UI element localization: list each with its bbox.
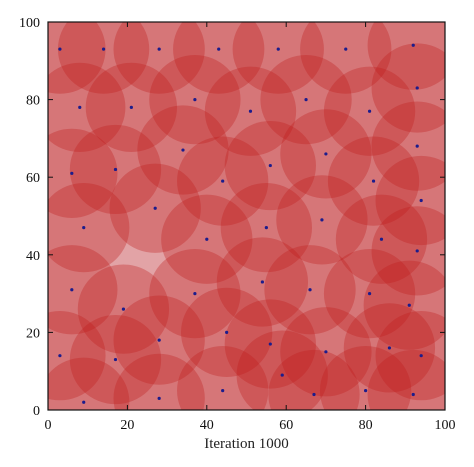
x-tick-label: 100 (435, 418, 456, 433)
x-axis: 0 20 40 60 80 100 (45, 22, 456, 433)
sensor-node-point (344, 47, 348, 51)
sensor-node-point (193, 292, 197, 296)
y-tick-label: 20 (26, 326, 40, 341)
sensor-node-point (221, 179, 225, 183)
coverage-disc (367, 22, 445, 90)
plot-frame (47, 21, 446, 411)
sensor-node-point (379, 237, 384, 241)
y-tick-label: 60 (26, 171, 40, 186)
sensor-node-point (312, 392, 316, 397)
sensor-node-point (217, 47, 221, 51)
sensor-node-point (205, 237, 209, 241)
sensor-node-point (324, 350, 328, 354)
x-tick-label: 40 (200, 418, 214, 433)
coverage-disc (319, 345, 412, 410)
sensor-node-point (101, 47, 106, 51)
x-axis-title: Iteration 1000 (204, 436, 289, 452)
coverage-disc (375, 311, 445, 401)
sensor-node-point (82, 226, 86, 230)
y-axis: 0 20 40 60 80 100 (19, 16, 445, 419)
coverage-disc (173, 22, 265, 94)
sensor-node-point (129, 105, 133, 109)
sensor-node-point (268, 163, 272, 168)
coverage-disc (232, 22, 324, 94)
x-tick-label: 20 (120, 418, 134, 433)
sensor-node-point (157, 338, 161, 342)
coverage-disc (375, 155, 445, 246)
sensor-node-point (82, 400, 86, 404)
y-tick-label: 100 (19, 16, 40, 31)
coverage-disc (236, 330, 328, 410)
sensor-node-point (367, 109, 372, 113)
coverage-disc (48, 128, 118, 218)
sensor-node-point (411, 43, 415, 47)
coverage-region (48, 22, 445, 410)
sensor-node-point (268, 342, 272, 346)
sensor-node-point (70, 171, 74, 175)
coverage-disc (371, 43, 445, 133)
coverage-disc (177, 345, 269, 410)
coverage-disc (48, 357, 130, 410)
coverage-disc (113, 353, 205, 410)
sensor-node-point (113, 357, 118, 362)
sensor-node-point (153, 206, 157, 210)
sensor-node-point (248, 109, 253, 113)
sensor-node-point (280, 373, 284, 377)
sensor-node-point (181, 148, 185, 152)
sensor-node-point (364, 389, 368, 393)
x-tick-label: 80 (359, 418, 373, 433)
y-tick-label: 40 (26, 249, 40, 264)
sensor-node-point (371, 179, 376, 183)
x-tick-label: 0 (45, 418, 52, 433)
sensor-node-point (264, 226, 268, 230)
coverage-disc (57, 22, 150, 94)
sensor-node-point (113, 167, 118, 172)
sensor-node-point (193, 98, 197, 102)
coverage-disc (363, 260, 445, 350)
sensor-node-point (387, 346, 392, 350)
x-tick-label: 60 (279, 418, 293, 433)
sensor-node-point (415, 249, 419, 253)
coverage-disc (367, 349, 445, 410)
sensor-node-point (415, 144, 419, 148)
y-tick-label: 0 (33, 404, 40, 419)
sensor-node-point (419, 354, 423, 358)
sensor-node-point (367, 292, 372, 296)
sensor-node-point (320, 218, 324, 222)
sensor-node-point (225, 330, 229, 334)
sensor-node-point (419, 198, 423, 203)
sensor-node-point (411, 392, 415, 397)
coverage-disc (113, 22, 205, 94)
sensor-node-point (58, 354, 62, 358)
sensor-node-point (157, 396, 161, 400)
coverage-disc (48, 183, 130, 273)
coverage-disc (371, 206, 445, 296)
sensor-node-point (407, 303, 411, 307)
sensor-node-point (78, 105, 82, 109)
coverage-disc (371, 101, 445, 191)
sensor-node-point (260, 280, 264, 284)
coverage-disc (300, 22, 392, 94)
coverage-disc (48, 62, 126, 152)
sensor-node-point (324, 152, 328, 156)
coverage-discs (48, 22, 445, 410)
sensor-node-point (70, 288, 74, 292)
coverage-disc (48, 245, 118, 335)
sensor-node-point (157, 47, 161, 51)
sensor-node-point (308, 288, 312, 292)
sensor-nodes (58, 43, 423, 404)
sensor-node-point (58, 47, 62, 51)
coverage-disc (48, 311, 106, 401)
y-tick-label: 80 (26, 94, 40, 109)
sensor-node-point (415, 86, 419, 90)
coverage-disc (48, 22, 106, 94)
sensor-node-point (121, 307, 126, 311)
sensor-node-point (221, 389, 225, 393)
sensor-node-point (276, 47, 280, 51)
coverage-disc (268, 349, 360, 410)
sensor-node-point (304, 98, 308, 102)
